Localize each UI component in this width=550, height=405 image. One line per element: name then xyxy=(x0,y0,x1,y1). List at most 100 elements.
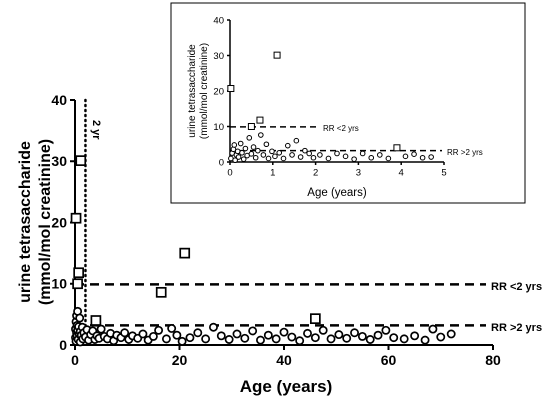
inset-circle-point xyxy=(289,152,295,158)
main-circle-point xyxy=(373,330,383,340)
main-circle-point xyxy=(303,328,312,338)
main-circle-point xyxy=(350,328,359,338)
inset-x-tick-label: 0 xyxy=(227,168,232,179)
main-circle-point xyxy=(428,324,438,334)
inset-x-tick-label: 1 xyxy=(270,168,275,179)
inset-circle-point xyxy=(276,149,283,156)
inset-circle-point xyxy=(235,154,242,160)
main-y-tick-label: 40 xyxy=(51,92,67,108)
main-circle-point xyxy=(240,333,250,343)
inset-circle-point xyxy=(263,141,270,148)
inset-circle-point xyxy=(265,155,272,162)
main-x-tick-label: 40 xyxy=(276,352,292,368)
inset-circle-point xyxy=(252,154,259,161)
main-square-point xyxy=(155,286,167,298)
main-circle-point xyxy=(436,332,446,342)
main-x-tick-label: 20 xyxy=(172,352,188,368)
main-points xyxy=(70,155,456,347)
main-circle-point xyxy=(185,333,195,343)
inset-circle-point xyxy=(351,156,357,162)
inset-y-tick-label: 30 xyxy=(213,51,224,62)
main-circle-point xyxy=(389,333,399,343)
inset-ref-label-over2: RR >2 yrs xyxy=(447,148,483,157)
main-x-axis-label: Age (years) xyxy=(240,377,333,396)
inset-circle-point xyxy=(260,152,267,158)
inset-circle-point xyxy=(411,151,417,157)
inset-circle-point xyxy=(368,154,375,161)
inset-circle-point xyxy=(359,150,366,157)
main-square-point xyxy=(75,155,87,166)
main-circle-point xyxy=(209,322,218,332)
inset-circle-point xyxy=(402,153,409,160)
main-square-point xyxy=(90,315,102,326)
main-ref-label-over2: RR >2 yrs xyxy=(491,322,542,334)
main-circle-point xyxy=(446,329,456,339)
main-square-point xyxy=(179,247,191,259)
inset-y-tick-label: 0 xyxy=(219,157,224,168)
main-circle-point xyxy=(161,334,171,344)
main-circle-point xyxy=(75,313,85,323)
inset-circle-point xyxy=(231,142,238,148)
main-circle-point xyxy=(172,330,182,340)
inset-circle-point xyxy=(385,155,392,162)
main-circle-point xyxy=(310,333,320,343)
main-circle-point xyxy=(326,334,336,344)
main-circle-point xyxy=(154,325,164,335)
main-ref-label-under2: RR <2 yrs xyxy=(491,281,542,293)
inset-x-tick-label: 2 xyxy=(313,168,318,179)
main-square-point xyxy=(310,313,321,325)
inset-reference-lines xyxy=(230,126,442,152)
inset-x-tick-label: 4 xyxy=(399,168,404,179)
main-y-axis-label-line1: urine tetrasaccharide xyxy=(17,141,34,303)
main-circle-point xyxy=(279,327,289,337)
inset-circle-point xyxy=(242,145,249,152)
main-circle-point xyxy=(381,325,391,335)
inset-circle-point xyxy=(284,142,291,149)
inset-circle-point xyxy=(317,152,323,158)
inset-y-tick-label: 40 xyxy=(213,15,224,26)
inset-x-tick-label: 5 xyxy=(441,168,446,179)
main-circle-point xyxy=(271,334,281,344)
inset-circle-point xyxy=(272,153,278,160)
inset-circle-point xyxy=(293,137,300,144)
inset-y-axis-label-line2: (mmol/mol creatinine) xyxy=(199,43,210,139)
inset-circle-point xyxy=(237,140,244,147)
inset-circle-point xyxy=(297,154,304,160)
inset-square-point xyxy=(273,51,281,59)
main-square-point xyxy=(72,278,83,290)
inset-points xyxy=(227,51,434,164)
main-circle-point xyxy=(342,333,352,343)
inset-circle-point xyxy=(310,154,317,161)
inset-circle-point xyxy=(280,155,287,162)
inset-y-tick-label: 20 xyxy=(213,86,224,97)
inset-circle-point xyxy=(248,151,255,157)
main-circle-point xyxy=(410,331,420,341)
main-circle-point xyxy=(248,326,258,336)
inset-circle-point xyxy=(325,155,332,162)
inset-circle-point xyxy=(334,150,340,157)
main-circle-point xyxy=(318,325,328,335)
main-circle-point xyxy=(357,331,367,341)
main-y-axis-label-line2: (mmol/mol creatinine) xyxy=(37,139,54,305)
inset-circle-point xyxy=(342,153,349,160)
inset-y-axis-label-line1: urine tetrasaccharide xyxy=(187,44,198,138)
main-circle-point xyxy=(148,331,158,341)
inset-circle-point xyxy=(255,147,261,154)
inset-panel: 0 1 2 3 4 5 0 10 20 30 40 Age (years) urine tetras… xyxy=(170,2,526,204)
main-circle-point xyxy=(420,335,430,345)
inset-frame xyxy=(170,2,526,204)
inset-square-point xyxy=(227,85,235,93)
inset-x-tick-label: 3 xyxy=(356,168,361,179)
main-2yr-label: 2 yr xyxy=(90,120,102,140)
inset-ref-label-under2: RR <2 yrs xyxy=(323,124,359,133)
inset-circle-point xyxy=(419,154,426,161)
main-circle-point xyxy=(167,324,177,333)
inset-circle-point xyxy=(258,132,264,138)
main-y-tick-label: 10 xyxy=(51,276,67,292)
main-x-tick-label: 80 xyxy=(485,352,501,368)
main-y-tick-label: 0 xyxy=(59,337,67,353)
main-circle-point xyxy=(216,331,226,341)
inset-circle-point xyxy=(377,152,383,158)
main-circle-point xyxy=(120,328,130,338)
